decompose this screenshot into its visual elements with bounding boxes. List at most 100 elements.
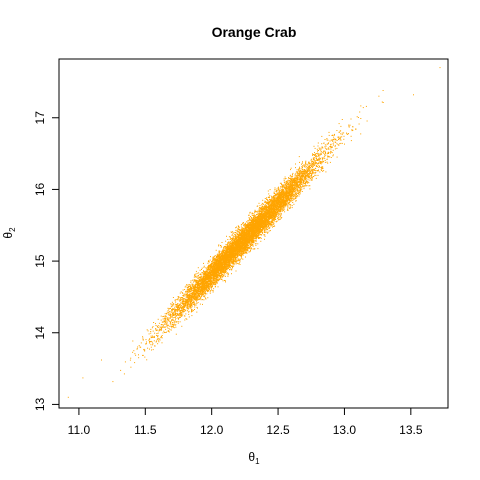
data-point [187,286,189,287]
data-point [174,310,175,312]
data-point [161,327,162,329]
data-point [212,259,214,261]
data-point [289,189,290,191]
data-point [266,205,268,207]
data-point [177,305,179,306]
data-point [239,235,241,237]
data-point [320,150,322,152]
data-point [299,190,301,192]
data-point [194,306,196,308]
data-point [230,260,232,262]
data-point [177,309,178,311]
data-point [156,333,158,334]
data-point [290,200,292,202]
data-point [336,140,338,141]
data-point [175,317,177,319]
data-point [281,191,283,193]
data-point [187,288,189,290]
data-point [314,161,316,163]
data-point [291,190,293,192]
data-point [157,327,159,328]
data-point [177,308,179,310]
data-point [297,175,298,177]
data-point [263,230,265,232]
data-point [216,255,217,257]
data-point [169,329,171,331]
data-point [224,274,226,276]
data-point [269,200,271,202]
data-point [161,337,163,339]
data-point [250,247,252,249]
data-point [296,174,298,176]
data-point [170,305,172,307]
data-point [325,152,327,154]
data-point [331,135,333,136]
data-point [170,322,171,324]
data-point [245,256,246,258]
data-point [339,139,341,141]
data-point [223,246,225,247]
data-point [268,226,270,227]
data-point [309,179,311,181]
data-point [212,256,214,258]
data-point [253,216,255,218]
data-point [173,311,175,313]
data-point [258,237,260,239]
data-point [213,257,215,259]
data-point [201,294,202,296]
data-point [307,179,309,181]
data-point [293,180,295,181]
data-point [161,342,163,344]
data-point [263,228,265,230]
data-point [181,325,183,327]
data-point [180,310,182,312]
data-point [318,147,320,149]
data-point [176,299,178,301]
data-point [237,257,239,259]
data-point [223,273,225,275]
data-point [196,286,197,288]
data-point [289,204,291,206]
data-point [142,336,144,338]
data-point [264,235,266,237]
data-point [191,289,193,291]
data-point [289,186,291,188]
data-point [278,217,280,218]
data-point [168,320,170,322]
data-point [351,129,353,131]
data-point [233,264,235,266]
data-point [333,141,335,143]
data-point [289,182,291,184]
data-point [267,219,269,220]
data-point [243,247,245,248]
data-point [298,184,300,186]
data-point [145,339,147,341]
data-point [288,195,290,197]
data-point [260,208,262,210]
data-point [283,209,285,211]
data-point [189,291,190,293]
data-point [195,291,197,293]
data-point [251,242,253,244]
data-point [227,262,229,264]
data-point [329,146,331,147]
data-point [227,267,229,269]
data-point [320,163,322,165]
data-point [156,329,158,331]
data-point [172,313,173,314]
data-point [262,199,264,201]
data-point [313,158,315,160]
data-point [276,207,278,209]
data-point [294,189,296,191]
data-point [232,263,233,265]
data-point [298,171,300,173]
data-point [293,184,295,186]
data-point [314,163,316,165]
data-point [302,183,304,185]
data-point [306,164,308,166]
data-point [294,179,296,181]
data-point [320,169,322,171]
data-point [308,176,310,178]
data-point [166,323,168,325]
